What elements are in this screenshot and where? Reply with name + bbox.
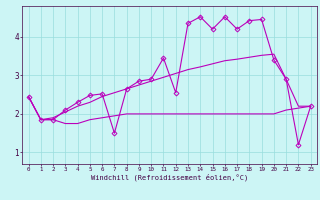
X-axis label: Windchill (Refroidissement éolien,°C): Windchill (Refroidissement éolien,°C) (91, 174, 248, 181)
